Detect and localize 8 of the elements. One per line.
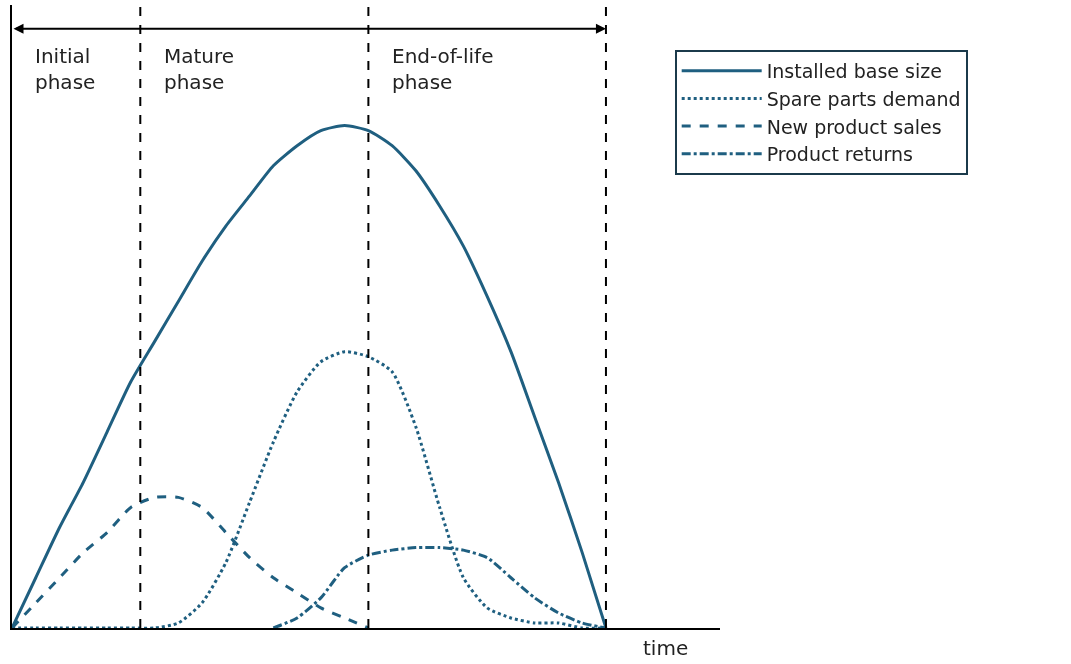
text: End-of-life phase [392, 44, 494, 94]
legend-label: New product sales [766, 115, 942, 138]
legend-label: Installed base size [766, 60, 942, 83]
text: Mature phase [164, 44, 235, 94]
legend-label: Spare parts demand [766, 87, 961, 110]
text: Initial phase [35, 44, 96, 94]
legend-label: Product returns [766, 143, 913, 166]
x-axis-title: time [643, 636, 689, 660]
